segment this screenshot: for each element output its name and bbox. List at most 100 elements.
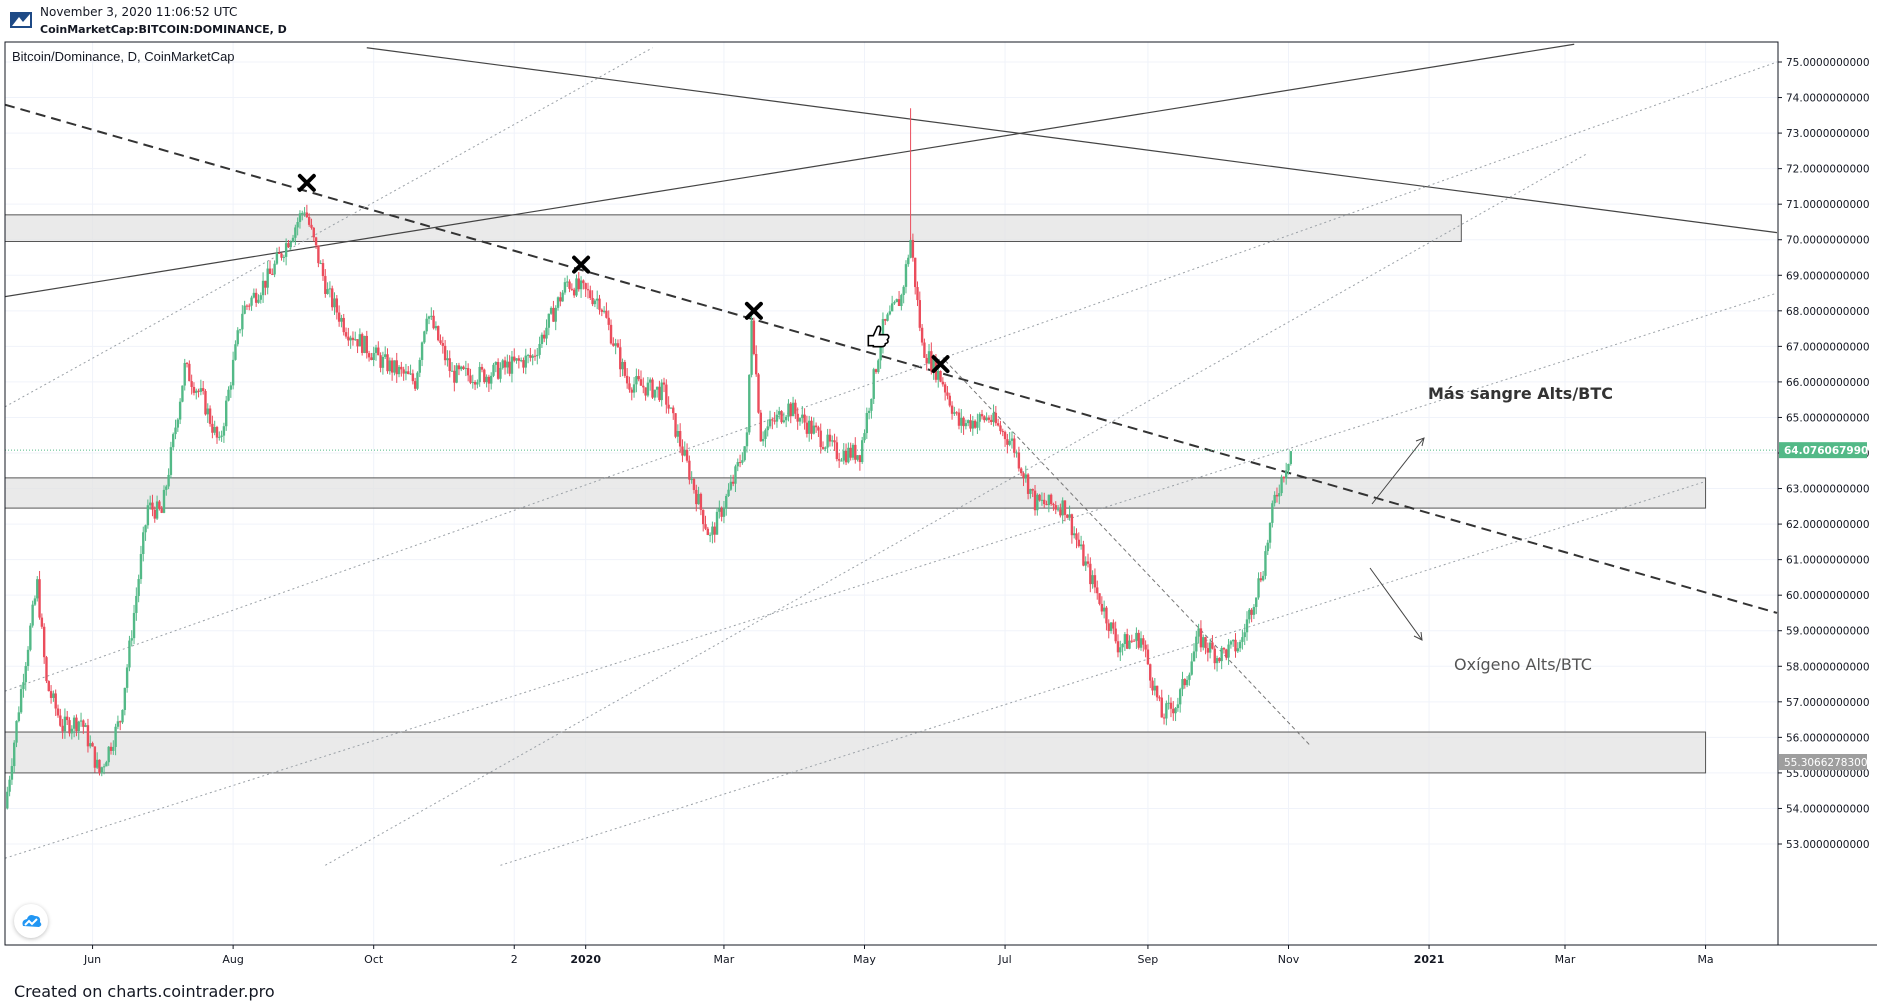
candle xyxy=(566,281,569,283)
candle xyxy=(646,382,650,396)
candle xyxy=(964,423,968,427)
candle xyxy=(469,375,472,383)
candle xyxy=(1197,628,1200,637)
candle xyxy=(642,385,645,388)
candle xyxy=(704,524,707,529)
candle xyxy=(473,381,477,385)
candle xyxy=(1275,494,1279,497)
candle xyxy=(241,313,244,330)
candle xyxy=(796,413,799,422)
channel-line xyxy=(5,61,1778,692)
candle xyxy=(1245,619,1249,633)
candle xyxy=(102,766,106,768)
candle xyxy=(992,412,995,423)
annotation-up-text: Más sangre Alts/BTC xyxy=(1428,384,1613,403)
candle xyxy=(1112,622,1115,629)
candle xyxy=(312,227,315,238)
candle xyxy=(508,361,511,374)
candle xyxy=(457,365,461,370)
zones xyxy=(4,214,1707,774)
candle xyxy=(358,334,362,347)
candle xyxy=(114,726,117,747)
candle xyxy=(1153,685,1157,691)
candle xyxy=(771,419,774,421)
up-arrow xyxy=(1371,437,1425,505)
candle xyxy=(1282,476,1286,479)
candle xyxy=(455,365,458,383)
candle xyxy=(1040,499,1044,501)
candle xyxy=(360,334,364,353)
candle xyxy=(955,412,958,414)
candle xyxy=(736,462,739,467)
candle xyxy=(579,280,583,290)
candle xyxy=(969,420,972,429)
candle xyxy=(105,762,108,767)
candle xyxy=(831,440,834,442)
candle xyxy=(879,345,882,361)
candle xyxy=(904,264,908,287)
candle xyxy=(1105,607,1108,624)
candle xyxy=(298,213,302,223)
time-axis[interactable]: Jun Aug Oct 2 2020 Mar May Jul Sep Nov 2021 Mar Ma xyxy=(83,945,1714,966)
candle xyxy=(1185,679,1189,686)
candle xyxy=(1229,641,1233,645)
candle xyxy=(365,335,368,354)
candle xyxy=(1017,452,1021,469)
candle xyxy=(450,370,454,372)
candle xyxy=(165,486,168,490)
candle xyxy=(1070,514,1074,536)
candle xyxy=(1241,637,1244,642)
candle xyxy=(374,347,378,353)
candle xyxy=(821,447,825,449)
candle xyxy=(423,331,426,343)
candle xyxy=(296,222,299,228)
candle xyxy=(1079,544,1083,547)
candle xyxy=(1038,494,1041,501)
candle xyxy=(1218,658,1221,662)
candle xyxy=(807,420,811,434)
candle xyxy=(667,404,670,409)
candle xyxy=(572,289,576,296)
candle xyxy=(19,689,23,713)
candle xyxy=(895,299,898,303)
candle xyxy=(1289,451,1292,464)
candle xyxy=(706,528,710,536)
y-tick-label: 75.0000000000 xyxy=(1786,57,1870,69)
candle xyxy=(490,375,493,384)
candle xyxy=(282,256,286,258)
candle xyxy=(886,314,889,321)
candle xyxy=(1149,664,1152,681)
y-tick-label: 66.0000000000 xyxy=(1786,377,1870,389)
candle xyxy=(47,681,50,692)
candle xyxy=(220,435,223,437)
candle xyxy=(335,298,339,313)
candle xyxy=(367,353,371,358)
candle xyxy=(409,373,412,375)
candle xyxy=(351,337,355,341)
candle xyxy=(1284,470,1288,479)
candle xyxy=(773,420,776,422)
candle xyxy=(213,427,216,433)
candle xyxy=(754,353,758,375)
candle xyxy=(918,300,922,328)
candle xyxy=(814,425,818,428)
x-mark xyxy=(297,173,316,192)
cloud-logo-icon[interactable] xyxy=(14,904,48,938)
candle xyxy=(271,273,274,275)
candle xyxy=(116,721,120,727)
candle xyxy=(930,351,933,372)
candle xyxy=(407,371,410,374)
candle xyxy=(766,426,769,431)
price-axis[interactable]: 53.000000000054.000000000055.00000000005… xyxy=(1778,57,1876,851)
candle xyxy=(66,716,69,721)
candle xyxy=(678,431,682,447)
candle xyxy=(13,742,16,767)
candle xyxy=(333,298,336,308)
candle xyxy=(250,297,253,306)
candle xyxy=(89,743,92,747)
candle xyxy=(68,720,71,734)
candle xyxy=(305,212,309,218)
candle xyxy=(135,595,138,613)
candle xyxy=(932,357,935,372)
